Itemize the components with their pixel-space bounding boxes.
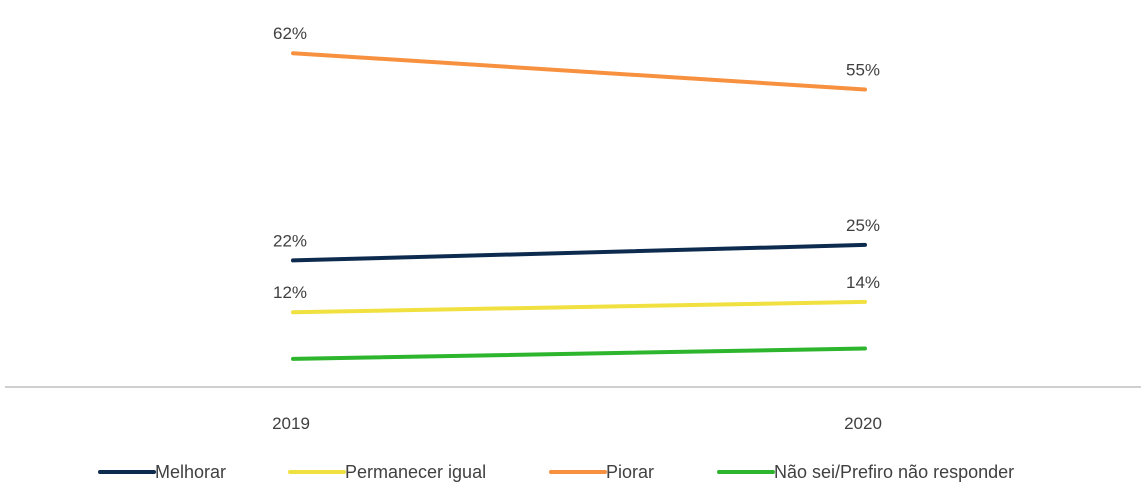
legend-label-0: Melhorar (155, 462, 226, 482)
series-line-2 (291, 51, 867, 92)
legend-item-1: Permanecer igual (288, 462, 486, 482)
data-label-2-0: 62% (273, 24, 307, 43)
data-label-1-0: 12% (273, 283, 307, 302)
x-tick-label-1: 2020 (844, 414, 882, 433)
series-line-1 (291, 299, 867, 315)
x-tick-label-0: 2019 (272, 414, 310, 433)
data-label-2-1: 55% (846, 61, 880, 80)
legend: Melhorar Permanecer igual Piorar Não sei/Pr… (98, 462, 1014, 482)
data-label-1-1: 14% (846, 273, 880, 292)
series-line-3 (291, 346, 867, 361)
legend-item-0: Melhorar (98, 462, 226, 482)
data-labels-group: 22% 25% 12% 14% 62% 55% (273, 24, 880, 302)
x-tick-labels-group: 2019 2020 (272, 414, 882, 433)
legend-label-3: Não sei/Prefiro não responder (774, 462, 1014, 482)
data-label-0-1: 25% (846, 216, 880, 235)
series-line-0 (291, 242, 867, 263)
legend-item-3: Não sei/Prefiro não responder (717, 462, 1014, 482)
legend-label-1: Permanecer igual (345, 462, 486, 482)
data-label-0-0: 22% (273, 231, 307, 250)
legend-label-2: Piorar (606, 462, 654, 482)
series-group (291, 51, 867, 361)
legend-item-2: Piorar (549, 462, 654, 482)
